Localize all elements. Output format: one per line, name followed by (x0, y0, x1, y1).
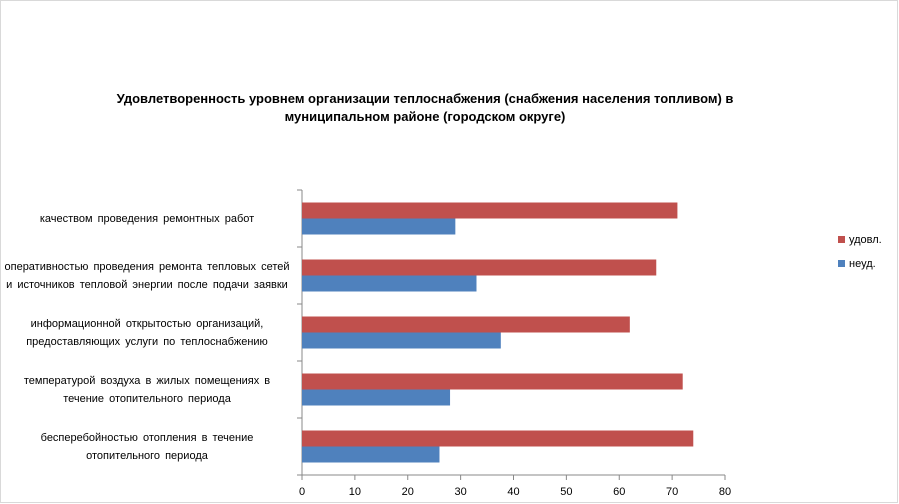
x-tick-label: 0 (299, 486, 305, 498)
bar (302, 389, 451, 406)
chart-title: Удовлетворенность уровнем организации те… (116, 91, 734, 124)
bar (302, 218, 456, 235)
y-tick-label: оперативностью проведения ремонта теплов… (4, 260, 290, 291)
bar (302, 202, 678, 219)
x-tick-label: 70 (666, 486, 678, 498)
x-tick-label: 30 (455, 486, 467, 498)
x-tick-label: 20 (402, 486, 414, 498)
legend-label: удовл. (849, 234, 882, 246)
legend-swatch (838, 236, 845, 243)
legend-swatch (838, 260, 845, 267)
x-tick-label: 80 (719, 486, 731, 498)
bar (302, 275, 477, 292)
y-tick-label: информационной открытостью организаций, … (26, 317, 268, 348)
x-tick-label: 10 (349, 486, 361, 498)
x-tick-label: 60 (613, 486, 625, 498)
bar (302, 316, 630, 333)
bar (302, 332, 501, 349)
bar (302, 259, 657, 276)
bar (302, 373, 683, 390)
legend-label: неуд. (849, 258, 876, 270)
y-tick-label: температурой воздуха в жилых помещениях … (23, 374, 271, 405)
bar (302, 430, 694, 447)
y-tick-label: качеством проведения ремонтных работ (39, 212, 255, 225)
bar (302, 446, 440, 463)
y-tick-label: бесперебойностью отопления в течение ото… (40, 431, 254, 462)
x-tick-label: 40 (507, 486, 519, 498)
x-tick-label: 50 (560, 486, 572, 498)
